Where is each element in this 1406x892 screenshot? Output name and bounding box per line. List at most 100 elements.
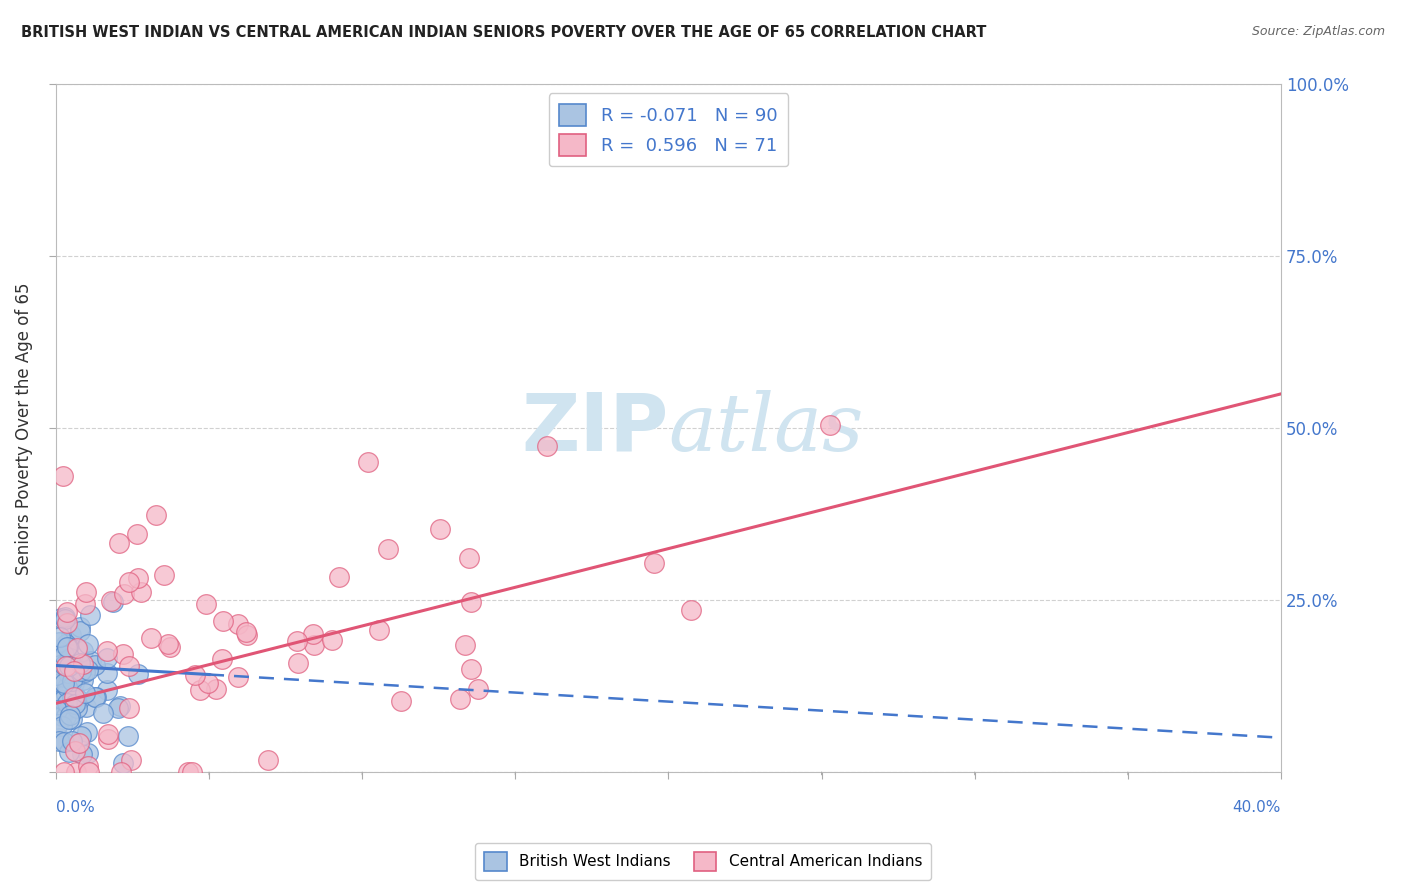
Point <box>97 731 120 746</box>
Point <box>328 570 350 584</box>
Point <box>46 650 69 665</box>
Point <box>357 455 380 469</box>
Point <box>72 657 94 672</box>
Point <box>72 644 94 658</box>
Point <box>97 727 120 741</box>
Text: ZIP: ZIP <box>522 389 668 467</box>
Point <box>194 597 217 611</box>
Point <box>56 605 79 619</box>
Point <box>118 574 141 589</box>
Point <box>643 556 665 570</box>
Point <box>51 718 73 732</box>
Point <box>302 626 325 640</box>
Point <box>52 657 75 672</box>
Point <box>302 639 325 653</box>
Point <box>55 658 77 673</box>
Point <box>56 640 79 654</box>
Point <box>79 608 101 623</box>
Point <box>127 570 149 584</box>
Point <box>157 636 180 650</box>
Point <box>188 683 211 698</box>
Point <box>467 681 489 696</box>
Legend: British West Indians, Central American Indians: British West Indians, Central American I… <box>475 843 931 880</box>
Point <box>454 638 477 652</box>
Point <box>457 550 479 565</box>
Point <box>46 703 69 717</box>
Point <box>56 680 79 694</box>
Point <box>84 657 107 672</box>
Point <box>197 676 219 690</box>
Point <box>60 658 83 673</box>
Point <box>49 657 72 672</box>
Point <box>62 664 84 678</box>
Point <box>53 669 76 683</box>
Point <box>184 668 207 682</box>
Point <box>100 593 122 607</box>
Point <box>46 698 69 713</box>
Point <box>69 620 91 634</box>
Point <box>59 684 82 698</box>
Point <box>377 541 399 556</box>
Point <box>236 628 259 642</box>
Point <box>86 690 108 704</box>
Y-axis label: Seniors Poverty Over the Age of 65: Seniors Poverty Over the Age of 65 <box>15 282 32 574</box>
Point <box>212 614 235 628</box>
Point <box>58 652 80 666</box>
Point <box>204 681 226 696</box>
Point <box>65 690 87 705</box>
Point <box>59 650 82 665</box>
Point <box>62 712 84 726</box>
Point <box>53 765 76 780</box>
Point <box>53 735 76 749</box>
Point <box>141 631 163 645</box>
Point <box>108 699 131 714</box>
Point <box>96 650 118 665</box>
Point <box>107 536 129 550</box>
Point <box>367 623 389 637</box>
Point <box>153 568 176 582</box>
Point <box>51 469 73 483</box>
Point <box>76 725 98 739</box>
Point <box>257 753 280 767</box>
Point <box>389 694 412 708</box>
Point <box>55 688 77 702</box>
Point <box>72 673 94 688</box>
Point <box>67 736 90 750</box>
Point <box>120 754 142 768</box>
Point <box>69 624 91 638</box>
Point <box>66 701 89 715</box>
Point <box>679 603 702 617</box>
Point <box>65 641 87 656</box>
Point <box>103 595 125 609</box>
Text: 0.0%: 0.0% <box>56 799 94 814</box>
Point <box>62 690 84 704</box>
Point <box>112 647 135 661</box>
Point <box>46 683 69 698</box>
Point <box>96 665 118 680</box>
Point <box>56 640 79 655</box>
Point <box>77 636 100 650</box>
Point <box>55 656 77 670</box>
Point <box>52 677 75 691</box>
Point <box>55 708 77 723</box>
Point <box>69 664 91 678</box>
Point <box>145 508 167 523</box>
Point <box>159 640 181 654</box>
Point <box>429 522 451 536</box>
Point <box>49 701 72 715</box>
Point <box>287 634 309 648</box>
Point <box>287 656 309 670</box>
Point <box>226 670 249 684</box>
Point <box>118 659 141 673</box>
Point <box>107 700 129 714</box>
Point <box>52 676 75 690</box>
Point <box>177 765 200 780</box>
Point <box>96 644 118 658</box>
Point <box>62 663 84 677</box>
Point <box>58 671 80 685</box>
Point <box>46 716 69 731</box>
Point <box>460 662 482 676</box>
Point <box>52 688 75 702</box>
Point <box>52 648 75 662</box>
Point <box>59 708 82 723</box>
